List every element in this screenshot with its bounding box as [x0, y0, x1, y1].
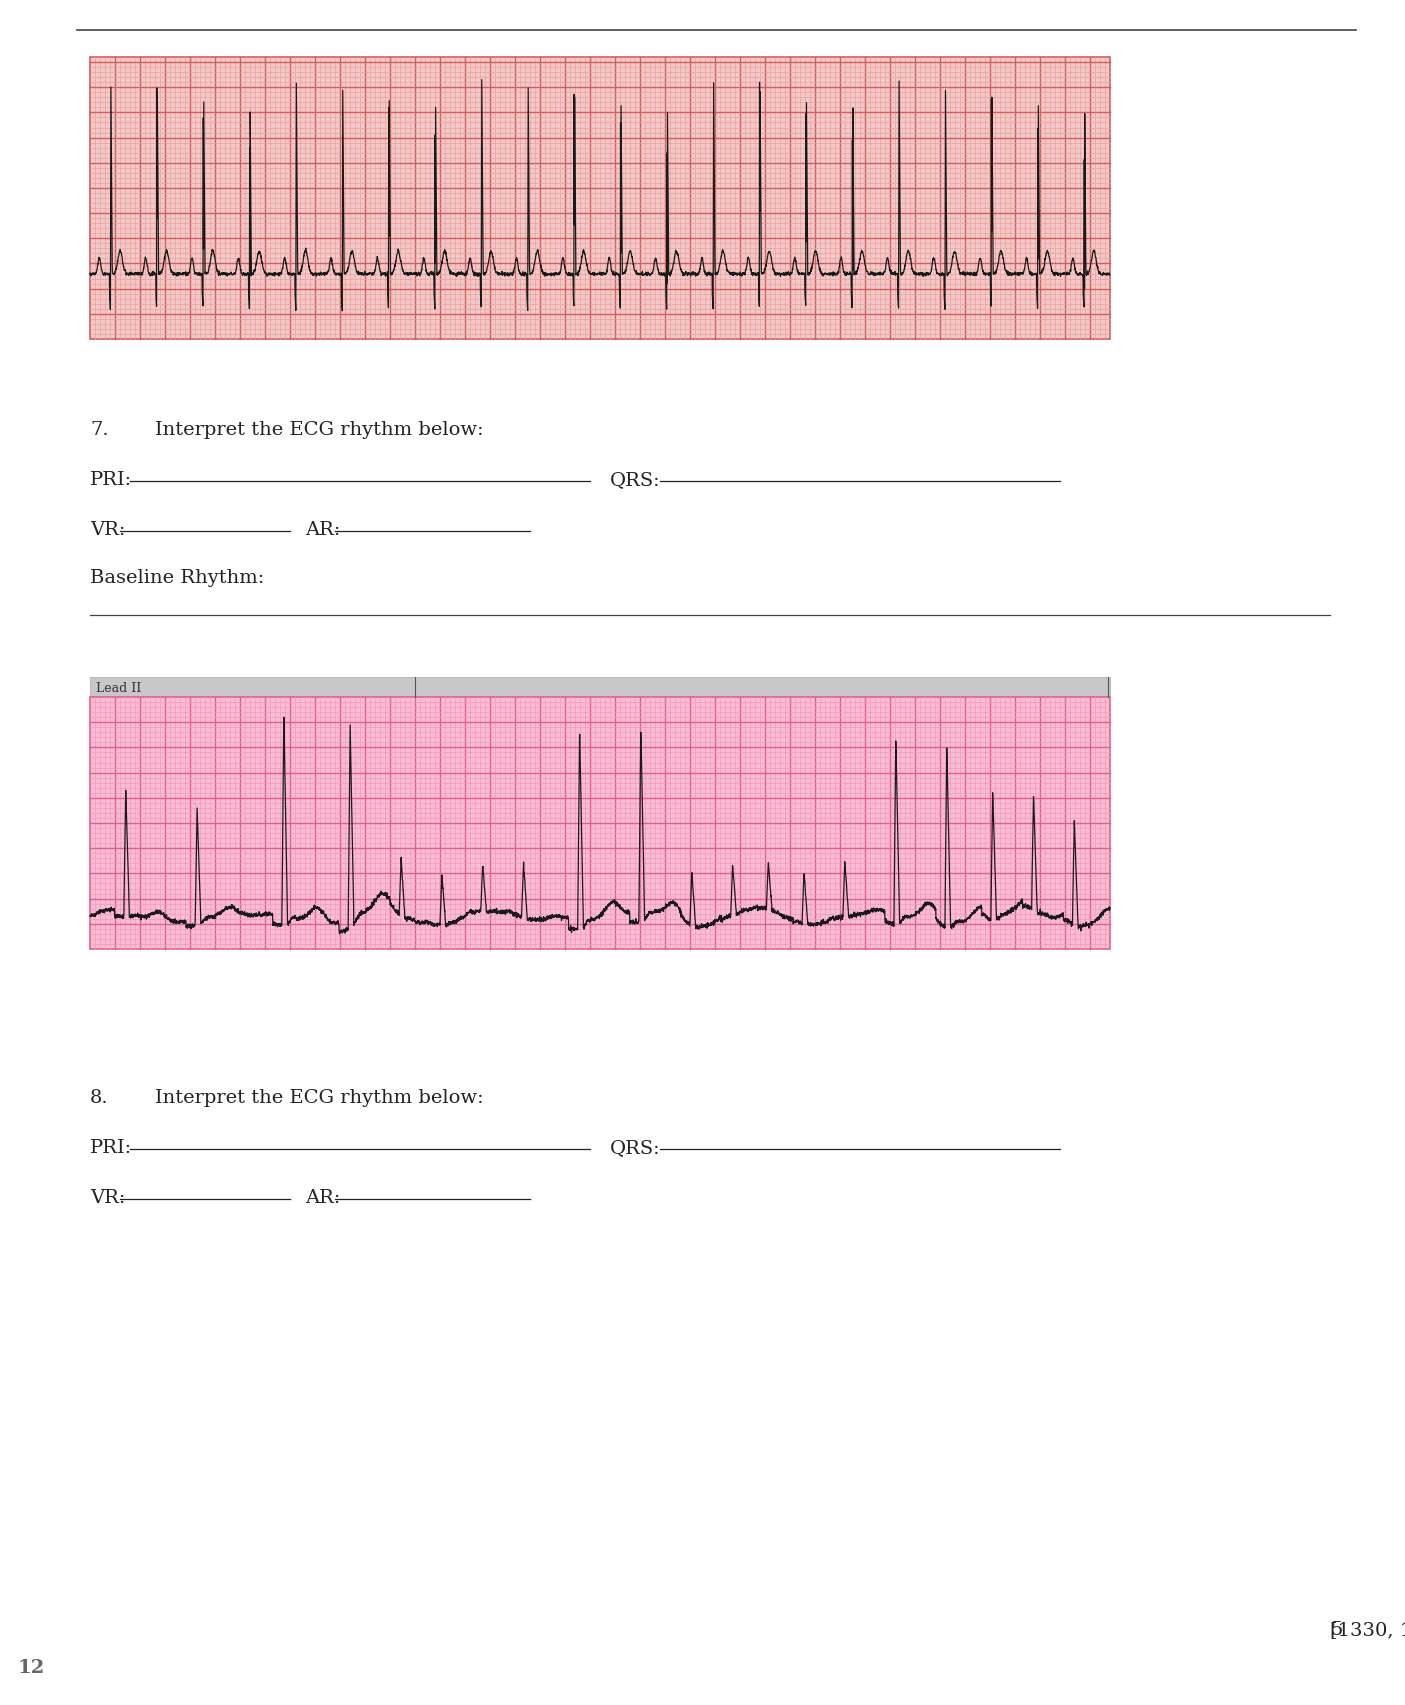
Text: 7.: 7.	[90, 421, 108, 438]
Text: [1330, 1630]: [1330, 1630]	[1331, 1620, 1405, 1639]
Bar	[90, 58, 1110, 339]
Text: 5: 5	[1331, 1620, 1342, 1639]
Text: QRS:: QRS:	[610, 1139, 660, 1156]
Text: VR:: VR:	[90, 1188, 125, 1207]
Text: AR:: AR:	[305, 520, 340, 539]
Text: Interpret the ECG rhythm below:: Interpret the ECG rhythm below:	[155, 421, 483, 438]
Text: Lead II: Lead II	[96, 680, 142, 694]
Text: VR:: VR:	[90, 520, 125, 539]
Text: Baseline Rhythm:: Baseline Rhythm:	[90, 569, 264, 587]
Text: Interpret the ECG rhythm below:: Interpret the ECG rhythm below:	[155, 1088, 483, 1107]
Text: 12: 12	[18, 1657, 45, 1676]
Bar	[90, 697, 1110, 950]
Text: PRI:: PRI:	[90, 471, 132, 489]
Text: 8.: 8.	[90, 1088, 108, 1107]
Text: AR:: AR:	[305, 1188, 340, 1207]
Bar	[90, 677, 1110, 697]
Text: PRI:: PRI:	[90, 1139, 132, 1156]
Text: QRS:: QRS:	[610, 471, 660, 489]
